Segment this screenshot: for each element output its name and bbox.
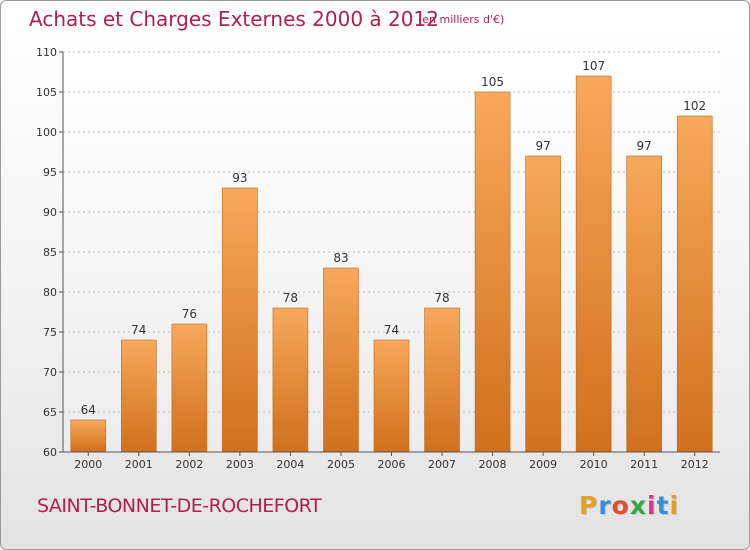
data-label-2005: 83: [333, 251, 348, 265]
data-label-2007: 78: [434, 291, 449, 305]
labels: 60 65 70 75 80 85 90 95 100 105 110 64 2000 74 2001 76 2…: [36, 46, 709, 471]
data-label-2008: 105: [481, 75, 504, 89]
data-label-2011: 97: [637, 139, 652, 153]
y-tick-label: 80: [43, 286, 57, 299]
y-tick-label: 60: [43, 446, 57, 459]
bar-2009: [525, 155, 561, 453]
chart-title: Achats et Charges Externes 2000 à 2012: [29, 7, 439, 31]
x-tick-label: 2001: [125, 458, 153, 471]
logo-letter: o: [611, 491, 630, 520]
bars: [70, 75, 713, 453]
x-tick-label: 2007: [428, 458, 456, 471]
data-label-2010: 107: [582, 59, 605, 73]
bar-2002: [171, 323, 208, 453]
bar-2001: [121, 339, 157, 453]
x-tick-label: 2010: [580, 458, 608, 471]
bar-2011: [626, 155, 662, 453]
x-tick-label: 2006: [378, 458, 406, 471]
bar-2010: [575, 75, 612, 453]
chart-unit-note: (en milliers d'€): [418, 13, 505, 26]
x-tick-label: 2002: [175, 458, 203, 471]
y-tick-label: 75: [43, 326, 57, 339]
logo-letter: t: [656, 491, 670, 520]
commune-name: SAINT-BONNET-DE-ROCHEFORT: [37, 495, 322, 517]
y-tick-label: 105: [36, 86, 57, 99]
x-tick-label: 2003: [226, 458, 254, 471]
bar-2005: [323, 267, 359, 453]
data-label-2001: 74: [131, 323, 146, 337]
axes: [59, 51, 720, 456]
logo-letter: i: [669, 491, 680, 520]
x-tick-label: 2004: [276, 458, 304, 471]
y-tick-label: 90: [43, 206, 57, 219]
x-tick-label: 2012: [681, 458, 709, 471]
y-tick-label: 85: [43, 246, 57, 259]
data-label-2002: 76: [182, 307, 197, 321]
data-label-2003: 93: [232, 171, 247, 185]
x-tick-label: 2009: [529, 458, 557, 471]
bar-2003: [222, 187, 258, 453]
y-tick-label: 110: [36, 46, 57, 59]
data-label-2000: 64: [81, 403, 96, 417]
bar-2007: [424, 307, 460, 453]
bar-2008: [474, 91, 511, 453]
x-tick-label: 2005: [327, 458, 355, 471]
bar-2012: [676, 115, 713, 453]
bar-2000: [70, 419, 107, 453]
y-tick-label: 65: [43, 406, 57, 419]
logo-letter: x: [629, 491, 647, 520]
proxiti-logo[interactable]: Proxiti: [579, 491, 679, 520]
x-tick-label: 2011: [630, 458, 658, 471]
logo-letter: r: [598, 491, 612, 520]
x-tick-label: 2000: [74, 458, 102, 471]
y-tick-label: 100: [36, 126, 57, 139]
x-tick-label: 2008: [479, 458, 507, 471]
bar-2006: [373, 339, 410, 453]
data-label-2009: 97: [535, 139, 550, 153]
data-label-2012: 102: [683, 99, 706, 113]
data-label-2006: 74: [384, 323, 399, 337]
bar-2004: [272, 307, 309, 453]
logo-letter: i: [647, 491, 657, 520]
y-tick-label: 95: [43, 166, 57, 179]
logo-letter: P: [579, 491, 599, 520]
y-tick-label: 70: [43, 366, 57, 379]
data-label-2004: 78: [283, 291, 298, 305]
